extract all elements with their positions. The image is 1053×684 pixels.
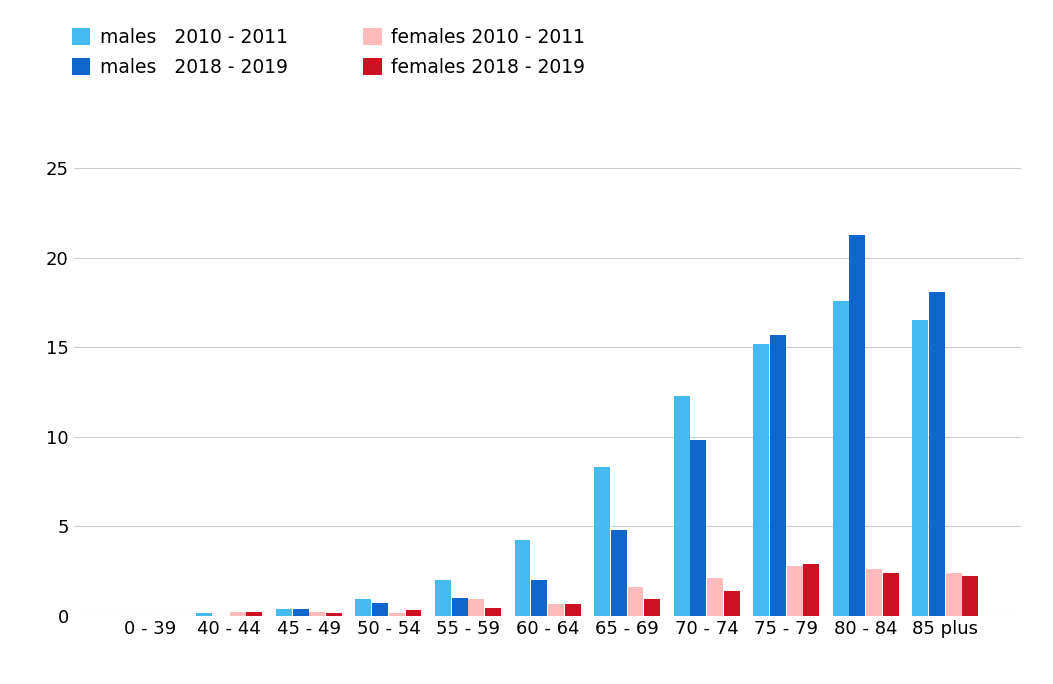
- Bar: [644, 599, 660, 616]
- Bar: [485, 607, 501, 616]
- Bar: [867, 569, 882, 616]
- Bar: [833, 301, 849, 616]
- Bar: [674, 395, 690, 616]
- Bar: [691, 440, 707, 616]
- Bar: [594, 467, 610, 616]
- Bar: [946, 573, 961, 616]
- Bar: [293, 609, 309, 616]
- Bar: [882, 573, 899, 616]
- Bar: [532, 580, 548, 616]
- Bar: [753, 343, 769, 616]
- Bar: [962, 576, 978, 616]
- Bar: [515, 540, 531, 616]
- Bar: [405, 610, 421, 616]
- Bar: [912, 320, 928, 616]
- Bar: [929, 292, 945, 616]
- Bar: [628, 587, 643, 616]
- Bar: [850, 235, 866, 616]
- Bar: [196, 613, 213, 616]
- Bar: [770, 334, 786, 616]
- Bar: [230, 612, 245, 616]
- Bar: [246, 612, 262, 616]
- Bar: [276, 609, 292, 616]
- Bar: [435, 580, 451, 616]
- Bar: [372, 603, 389, 616]
- Bar: [611, 529, 627, 616]
- Bar: [469, 599, 484, 616]
- Bar: [787, 566, 802, 616]
- Bar: [564, 604, 580, 616]
- Bar: [389, 613, 404, 616]
- Bar: [310, 612, 325, 616]
- Bar: [356, 599, 372, 616]
- Bar: [326, 613, 342, 616]
- Bar: [707, 578, 723, 616]
- Bar: [723, 590, 739, 616]
- Legend: males   2010 - 2011, males   2018 - 2019, females 2010 - 2011, females 2018 - 20: males 2010 - 2011, males 2018 - 2019, fe…: [64, 21, 593, 85]
- Bar: [803, 564, 819, 616]
- Bar: [452, 598, 468, 616]
- Bar: [548, 604, 563, 616]
